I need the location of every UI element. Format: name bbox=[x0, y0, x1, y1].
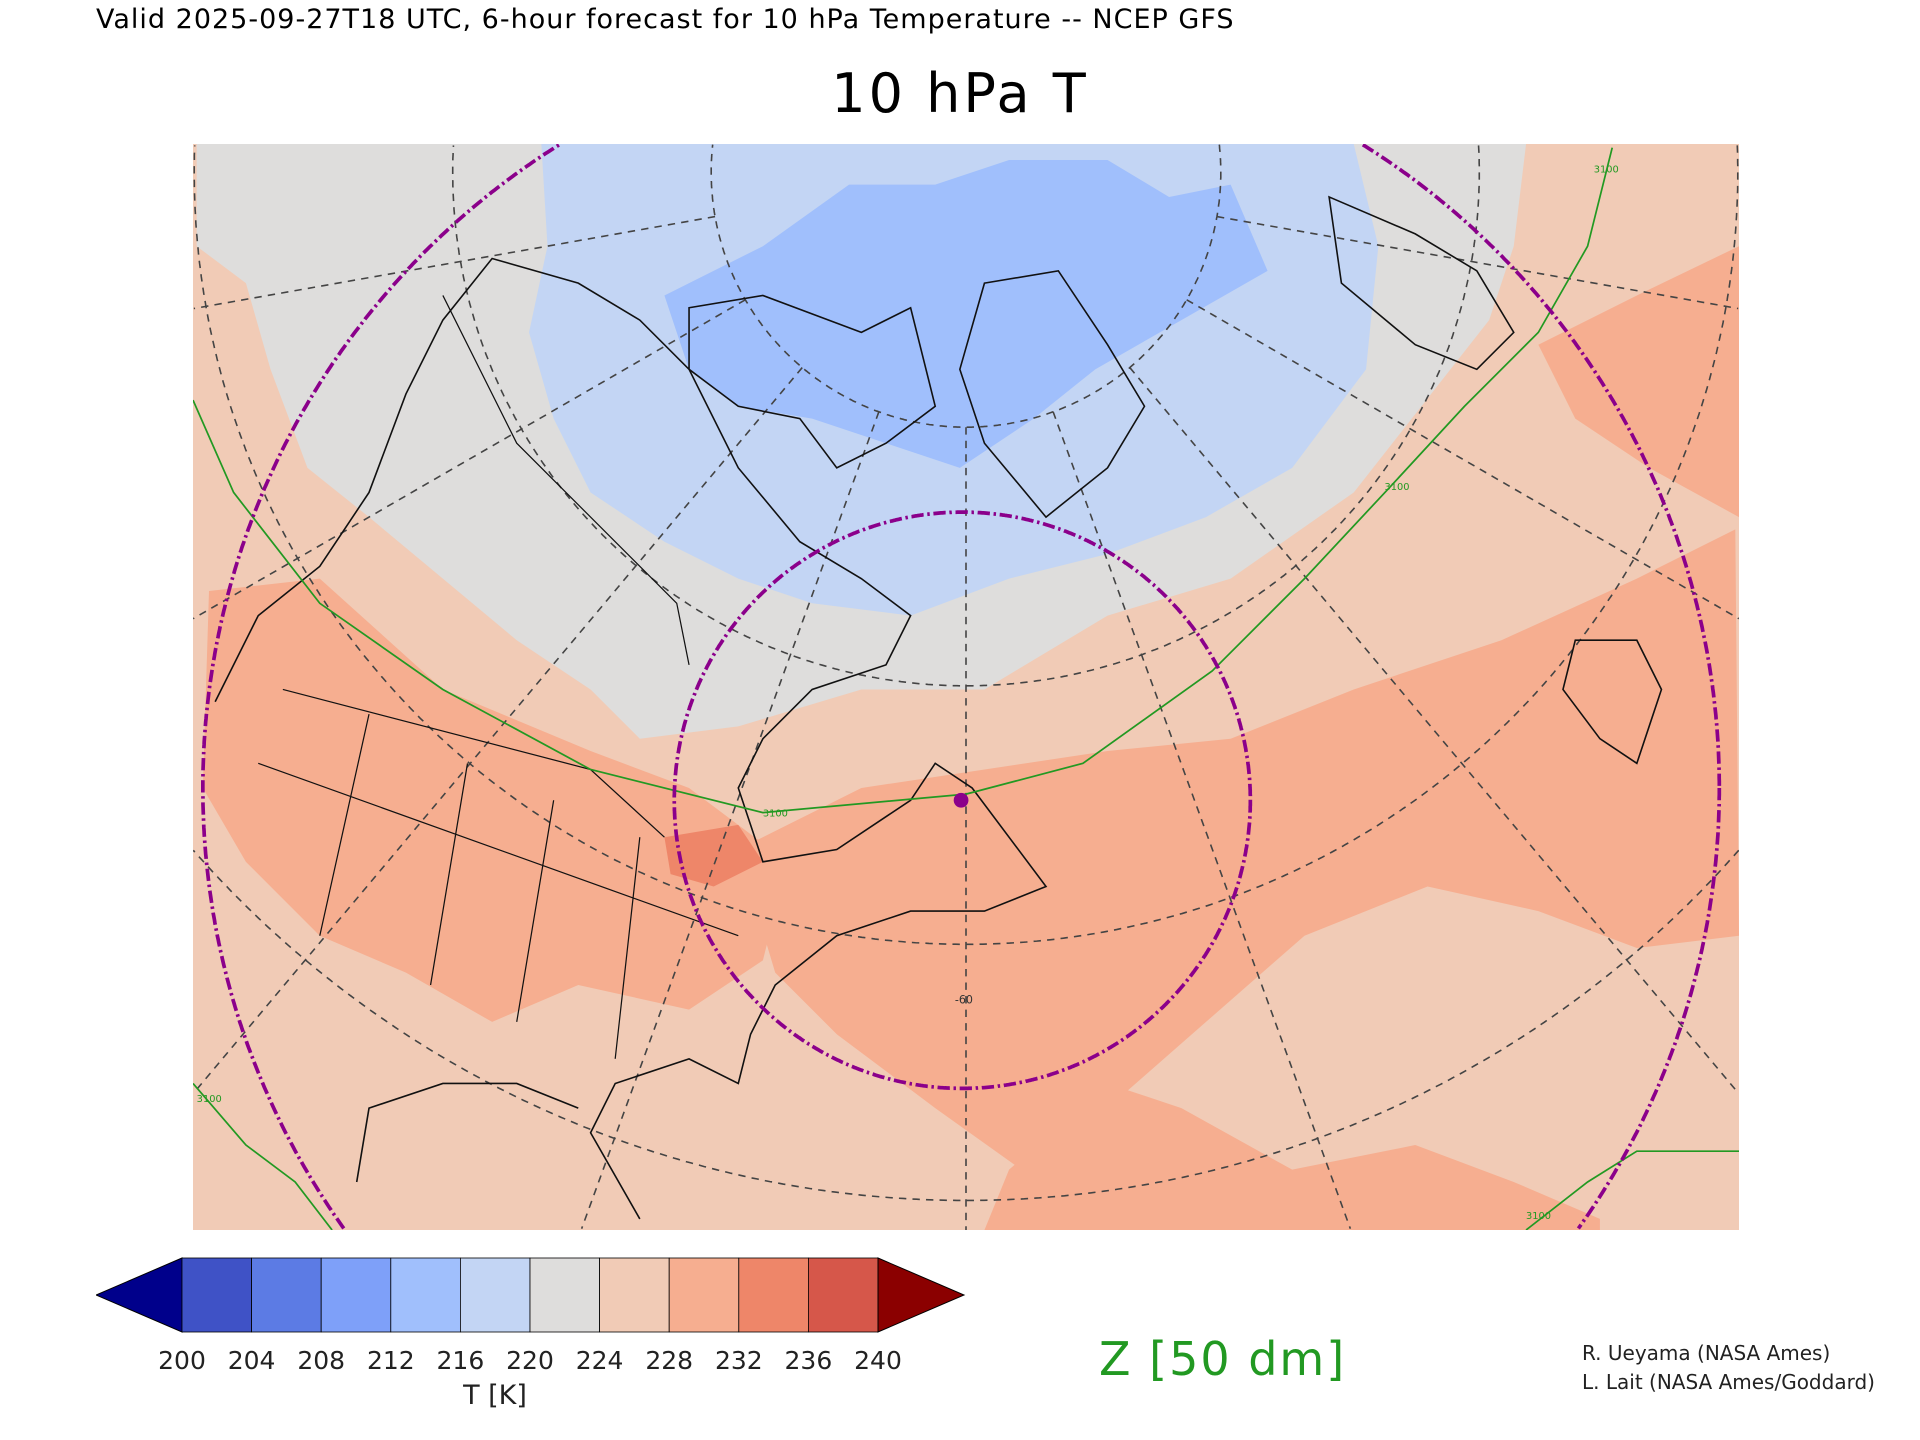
colorbar-tick-label: 228 bbox=[645, 1346, 694, 1375]
contour-legend: Z [50 dm] bbox=[1099, 1332, 1347, 1386]
colorbar-tick-label: 216 bbox=[436, 1346, 485, 1375]
temperature-map: 3100 3100 3100 3100 3100 -60 bbox=[193, 144, 1739, 1230]
meridian-line bbox=[1186, 299, 1739, 620]
colorbar-segment bbox=[529, 1257, 600, 1333]
meridian-line bbox=[193, 215, 716, 310]
plot-title: 10 hPa T bbox=[831, 62, 1089, 125]
latitude-circle bbox=[451, 145, 1481, 687]
hot-spot bbox=[664, 824, 763, 887]
colorbar-segment bbox=[320, 1257, 392, 1333]
latitude-circle bbox=[710, 144, 1222, 428]
colorbar-tick-label: 224 bbox=[575, 1346, 624, 1375]
colorbar-tick-label: 208 bbox=[297, 1346, 346, 1375]
meridian-line bbox=[1216, 215, 1739, 310]
colorbar-tick-label: 236 bbox=[784, 1346, 833, 1375]
geopotential-contour bbox=[193, 147, 1739, 1230]
latitude-circles bbox=[193, 144, 1739, 1202]
purple-ring bbox=[672, 510, 1253, 1091]
colorbar-over-triangle bbox=[877, 1257, 966, 1333]
warm-region-atlantic bbox=[738, 529, 1739, 1170]
colorbar-tick-label: 220 bbox=[506, 1346, 554, 1375]
colorbar-segment bbox=[808, 1257, 879, 1333]
purple-rings bbox=[201, 144, 1722, 1230]
colorbar-segment bbox=[459, 1257, 531, 1333]
warm-region-west bbox=[202, 578, 788, 1022]
meridian-line bbox=[580, 411, 880, 1229]
center-point-marker bbox=[953, 792, 969, 808]
meridian-lines bbox=[193, 215, 1739, 1230]
colorbar-under-triangle bbox=[96, 1257, 183, 1333]
colorbar-segment bbox=[599, 1257, 670, 1333]
colorbar-tick-label: 240 bbox=[854, 1346, 902, 1375]
colorbar-segment bbox=[390, 1257, 461, 1333]
meridian-line bbox=[1052, 411, 1352, 1229]
meridian-label: -60 bbox=[955, 993, 973, 1006]
latitude-circle bbox=[193, 145, 1739, 946]
latitude-circle bbox=[193, 849, 1739, 1202]
cold-region-blue bbox=[664, 160, 1268, 468]
colorbar-segment bbox=[738, 1257, 809, 1333]
colorbar-segment bbox=[251, 1257, 322, 1333]
colorbar-segment bbox=[181, 1257, 252, 1333]
colorbar-tick-label: 204 bbox=[227, 1346, 276, 1375]
plot-subtitle: Valid 2025-09-27T18 UTC, 6-hour forecast… bbox=[96, 4, 1235, 35]
colorbar-tick-label: 232 bbox=[714, 1346, 763, 1375]
colorbar-tick-label: 212 bbox=[366, 1346, 415, 1375]
contour-label: 3100 bbox=[197, 1094, 222, 1105]
colorbar-tick-label: 200 bbox=[158, 1346, 206, 1375]
contour-label: 3100 bbox=[1526, 1211, 1551, 1222]
contour-label: 3100 bbox=[1594, 164, 1619, 175]
contour-label: 3100 bbox=[763, 808, 788, 819]
contour-label: 3100 bbox=[1385, 482, 1410, 493]
warm-region-south bbox=[984, 1083, 1600, 1230]
meridian-line bbox=[193, 299, 746, 620]
credit-line: L. Lait (NASA Ames/Goddard) bbox=[1582, 1370, 1875, 1394]
coastline bbox=[214, 195, 1663, 1220]
warm-region-east bbox=[1538, 246, 1739, 518]
credit-line: R. Ueyama (NASA Ames) bbox=[1582, 1341, 1831, 1365]
colorbar bbox=[96, 1257, 966, 1333]
colorbar-segment bbox=[668, 1257, 740, 1333]
colorbar-label: T [K] bbox=[463, 1380, 527, 1411]
purple-ring bbox=[201, 144, 1722, 1230]
meridian-line bbox=[193, 367, 803, 1093]
meridian-line bbox=[1129, 367, 1739, 1093]
